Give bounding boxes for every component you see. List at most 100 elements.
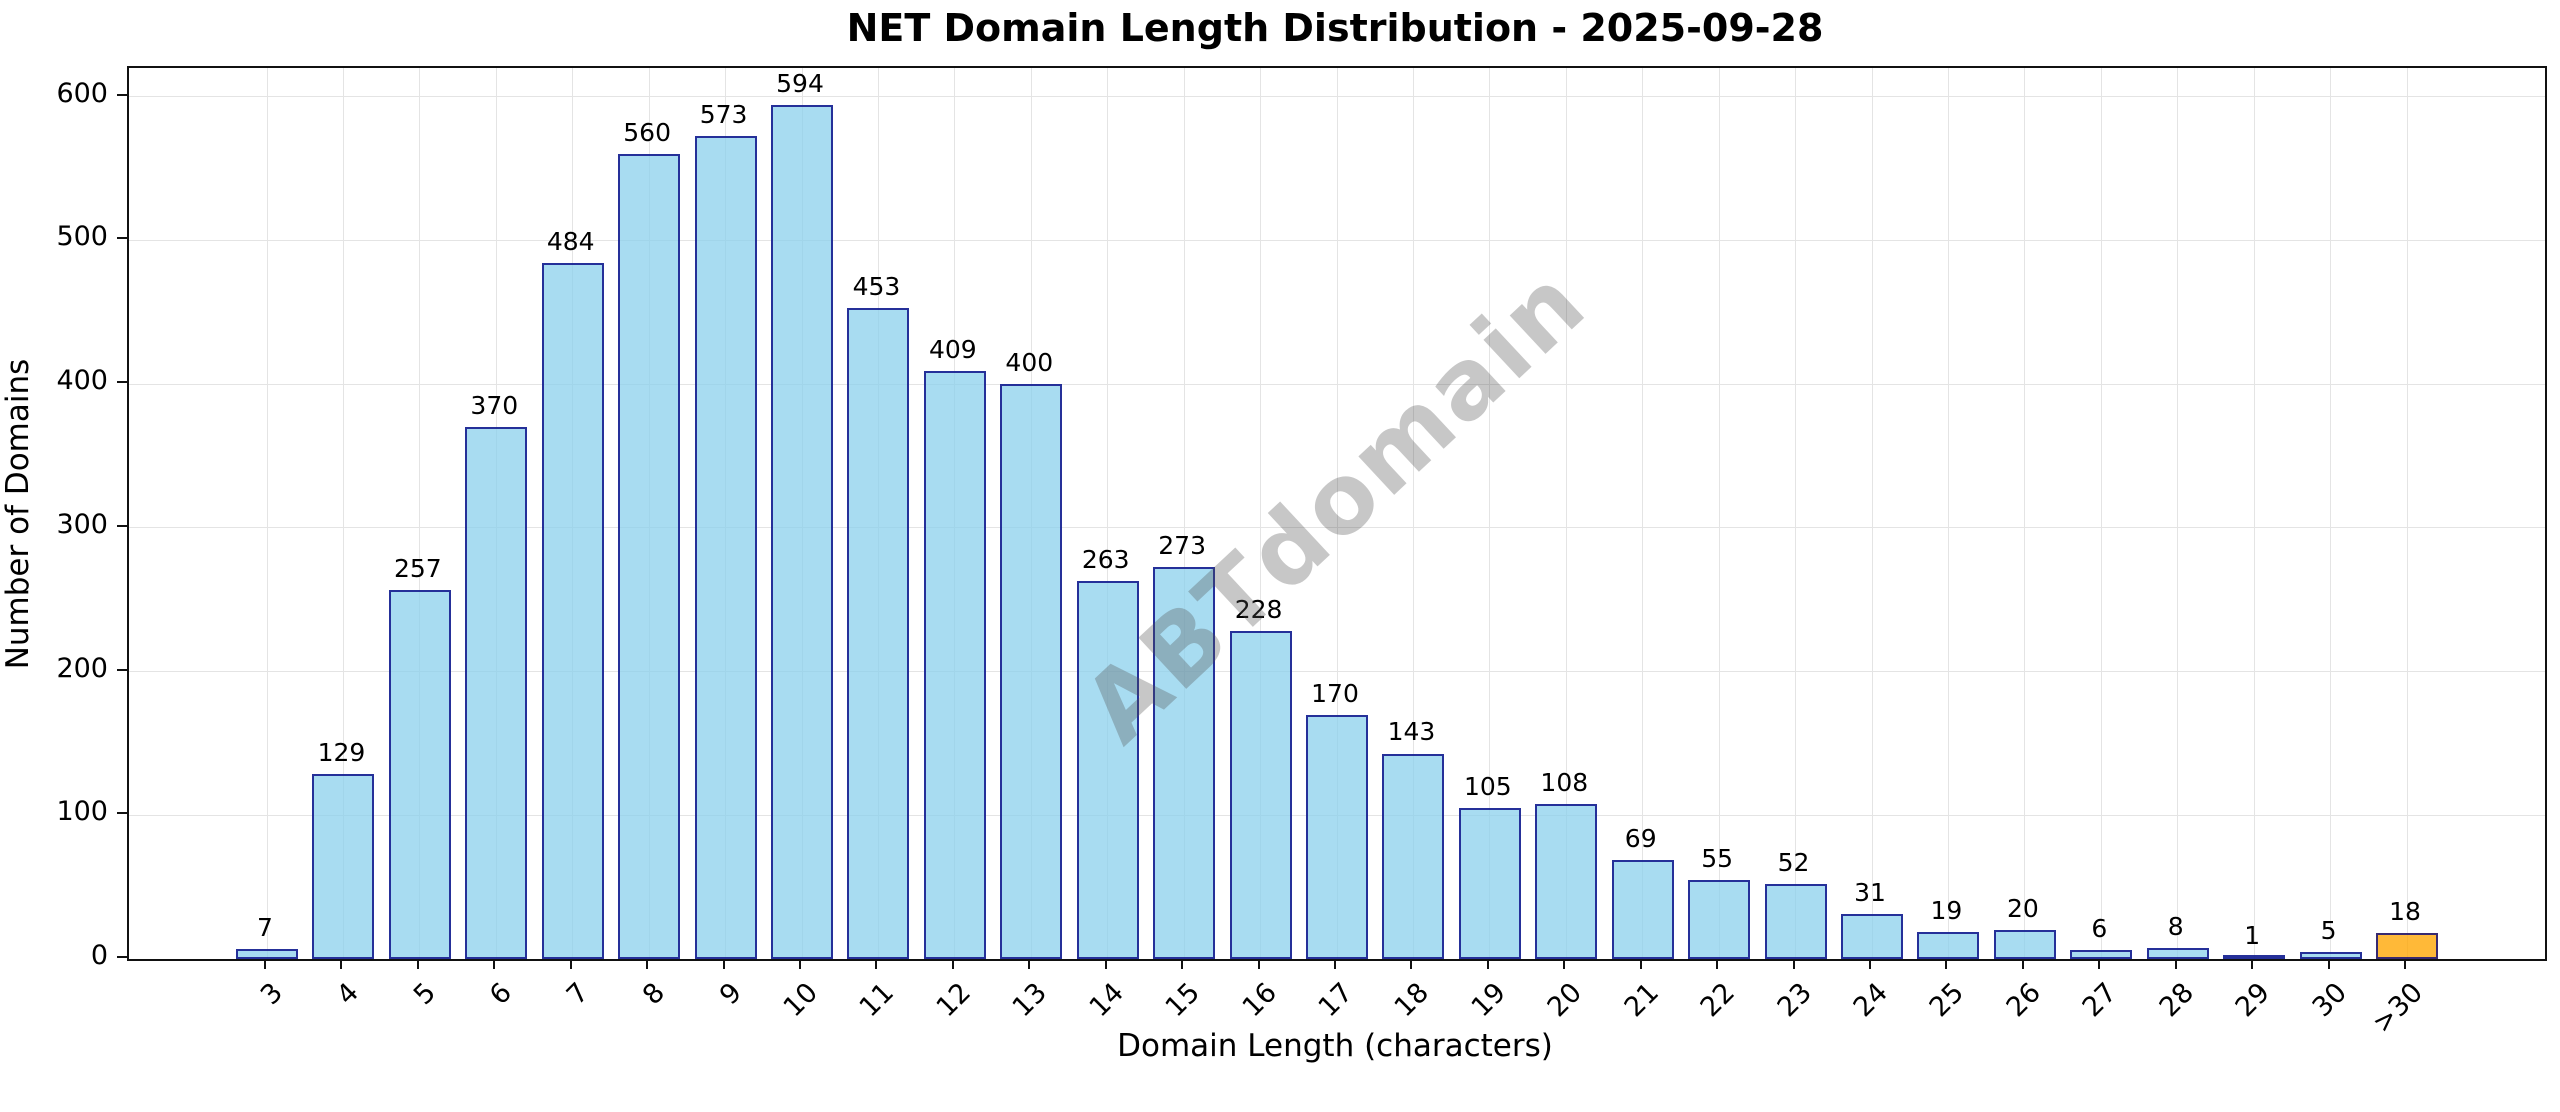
bar bbox=[1993, 930, 2056, 959]
bar bbox=[2070, 950, 2133, 959]
x-gridline bbox=[1871, 68, 1873, 959]
y-tick-label: 600 bbox=[56, 77, 108, 109]
bar-value-label: 7 bbox=[257, 912, 273, 942]
bar-value-label: 129 bbox=[317, 737, 366, 767]
x-axis-title: Domain Length (characters) bbox=[1117, 1028, 1553, 1064]
bar-value-label: 8 bbox=[2167, 911, 2184, 941]
bar-value-label: 409 bbox=[928, 335, 977, 365]
x-gridline bbox=[1947, 68, 1949, 959]
x-tick-mark bbox=[2404, 959, 2406, 969]
bar-value-label: 560 bbox=[623, 118, 671, 148]
x-tick-mark bbox=[1257, 959, 1260, 969]
x-tick-mark bbox=[2327, 959, 2330, 969]
bar bbox=[2146, 947, 2209, 959]
x-gridline bbox=[2024, 68, 2026, 959]
x-tick-mark bbox=[722, 959, 725, 969]
y-tick-label: 500 bbox=[56, 221, 108, 253]
bar-value-label: 105 bbox=[1463, 772, 1512, 802]
bar bbox=[771, 105, 833, 959]
y-tick-mark bbox=[117, 956, 127, 958]
bar-value-label: 1 bbox=[2244, 920, 2261, 950]
bar-value-label: 263 bbox=[1081, 545, 1130, 575]
x-tick-mark bbox=[1716, 959, 1719, 969]
x-gridline bbox=[2406, 68, 2408, 959]
bar-value-label: 20 bbox=[2006, 894, 2039, 924]
bar bbox=[1917, 931, 1980, 959]
bar-value-label: 55 bbox=[1701, 843, 1734, 873]
bar bbox=[1688, 879, 1751, 959]
y-tick-label: 200 bbox=[56, 652, 108, 684]
x-tick-mark bbox=[2251, 959, 2254, 969]
x-tick-mark bbox=[799, 959, 801, 969]
bar-value-label: 69 bbox=[1624, 823, 1657, 853]
bar bbox=[1306, 714, 1368, 959]
x-tick-mark bbox=[569, 959, 572, 969]
y-tick-mark bbox=[117, 524, 127, 527]
y-tick-label: 100 bbox=[56, 796, 108, 828]
x-gridline bbox=[2100, 68, 2102, 959]
bar bbox=[236, 948, 298, 959]
x-gridline bbox=[1260, 68, 1262, 959]
y-tick-mark bbox=[117, 668, 127, 671]
bar bbox=[465, 427, 528, 959]
x-gridline bbox=[1183, 68, 1185, 959]
x-gridline bbox=[1795, 68, 1797, 959]
x-tick-mark bbox=[416, 959, 419, 969]
x-tick-mark bbox=[646, 959, 649, 969]
bar bbox=[1229, 631, 1292, 959]
y-tick-mark bbox=[117, 93, 127, 96]
bar-value-label: 18 bbox=[2389, 897, 2421, 927]
x-tick-mark bbox=[1181, 959, 1184, 969]
bar bbox=[923, 371, 986, 959]
bar bbox=[1382, 753, 1445, 959]
bar bbox=[1611, 859, 1674, 959]
bar bbox=[1535, 803, 1598, 959]
y-tick-label: 400 bbox=[56, 365, 108, 397]
x-gridline bbox=[1718, 68, 1720, 959]
bar bbox=[312, 773, 375, 959]
bar bbox=[541, 263, 604, 959]
y-tick-label: 300 bbox=[56, 508, 108, 540]
bar bbox=[847, 308, 910, 959]
chart-title: NET Domain Length Distribution - 2025-09… bbox=[846, 6, 1824, 50]
bar-value-label: 108 bbox=[1540, 767, 1589, 797]
bar-value-label: 370 bbox=[470, 391, 519, 421]
bar bbox=[1153, 566, 1216, 959]
x-tick-mark bbox=[2021, 959, 2024, 969]
x-tick-mark bbox=[340, 959, 343, 969]
x-tick-mark bbox=[1028, 959, 1031, 969]
x-gridline bbox=[419, 68, 421, 959]
x-gridline bbox=[1107, 68, 1109, 959]
x-gridline bbox=[2330, 68, 2332, 959]
x-tick-mark bbox=[1410, 959, 1413, 969]
x-tick-mark bbox=[2174, 959, 2177, 969]
x-tick-mark bbox=[951, 959, 954, 969]
x-tick-mark bbox=[493, 959, 496, 969]
x-gridline bbox=[342, 68, 344, 959]
bar-chart-figure: NET Domain Length Distribution - 2025-09… bbox=[0, 6, 2547, 1064]
bar-value-label: 594 bbox=[776, 69, 824, 99]
y-tick-mark bbox=[117, 237, 127, 240]
x-tick-mark bbox=[2098, 959, 2101, 969]
x-tick-mark bbox=[1792, 959, 1795, 969]
x-gridline bbox=[2253, 68, 2255, 959]
bar-value-label: 52 bbox=[1777, 848, 1810, 878]
x-gridline bbox=[1642, 68, 1644, 959]
bar-value-label: 6 bbox=[2091, 914, 2108, 944]
bar bbox=[1000, 384, 1063, 959]
bar bbox=[388, 589, 451, 959]
x-gridline bbox=[1336, 68, 1338, 959]
y-tick-mark bbox=[117, 381, 127, 384]
bar-value-label: 453 bbox=[852, 271, 901, 301]
bar bbox=[618, 154, 681, 959]
x-tick-mark bbox=[1945, 959, 1948, 969]
y-tick-label: 0 bbox=[90, 940, 108, 971]
bar bbox=[1841, 914, 1903, 959]
bar-value-label: 484 bbox=[546, 227, 595, 257]
x-tick-mark bbox=[1104, 959, 1107, 969]
bar bbox=[694, 135, 757, 959]
x-tick-mark bbox=[1639, 959, 1642, 969]
bar-value-label: 573 bbox=[699, 99, 748, 129]
x-tick-mark bbox=[264, 959, 266, 969]
y-tick-mark bbox=[117, 812, 127, 815]
